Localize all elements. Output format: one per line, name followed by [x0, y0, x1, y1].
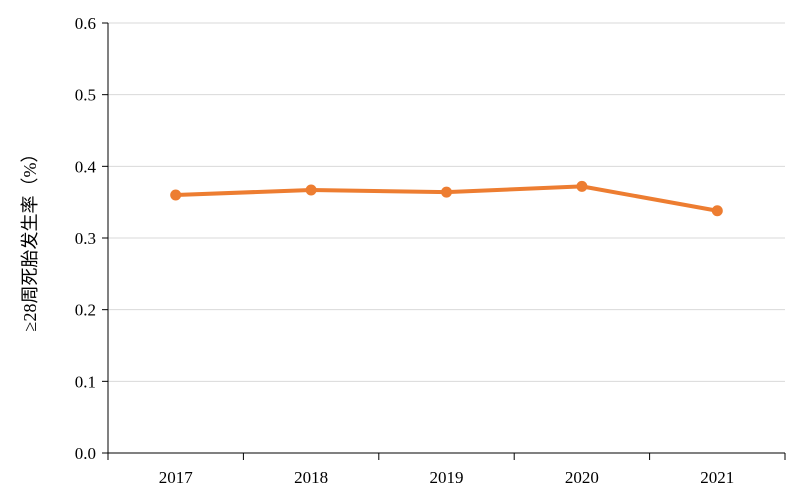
- x-tick-label: 2018: [294, 468, 328, 487]
- y-tick-labels: 0.0 0.1 0.2 0.3 0.4 0.5 0.6: [75, 14, 97, 463]
- y-tick-label: 0.6: [75, 14, 96, 33]
- y-tick-label: 0.1: [75, 372, 96, 391]
- y-tick-label: 0.3: [75, 229, 96, 248]
- y-tick-label: 0.4: [75, 157, 97, 176]
- axes: [102, 22, 786, 460]
- y-tick-label: 0.2: [75, 301, 96, 320]
- y-tick-label: 0.0: [75, 444, 96, 463]
- data-point: [711, 205, 723, 217]
- data-point: [170, 189, 182, 201]
- data-point: [576, 180, 588, 192]
- data-point: [441, 186, 452, 198]
- x-tick-label: 2017: [159, 468, 194, 487]
- x-tick-label: 2019: [430, 468, 464, 487]
- gridlines: [108, 22, 785, 382]
- y-tick-label: 0.5: [75, 86, 96, 105]
- y-axis-label: ≥28周死胎发生率（%）: [20, 145, 40, 332]
- x-tick-labels: 2017 2018 2019 2020 2021: [159, 468, 735, 487]
- data-point: [305, 184, 317, 196]
- x-tick-label: 2020: [565, 468, 599, 487]
- x-tick-label: 2021: [700, 468, 734, 487]
- series: [170, 180, 723, 217]
